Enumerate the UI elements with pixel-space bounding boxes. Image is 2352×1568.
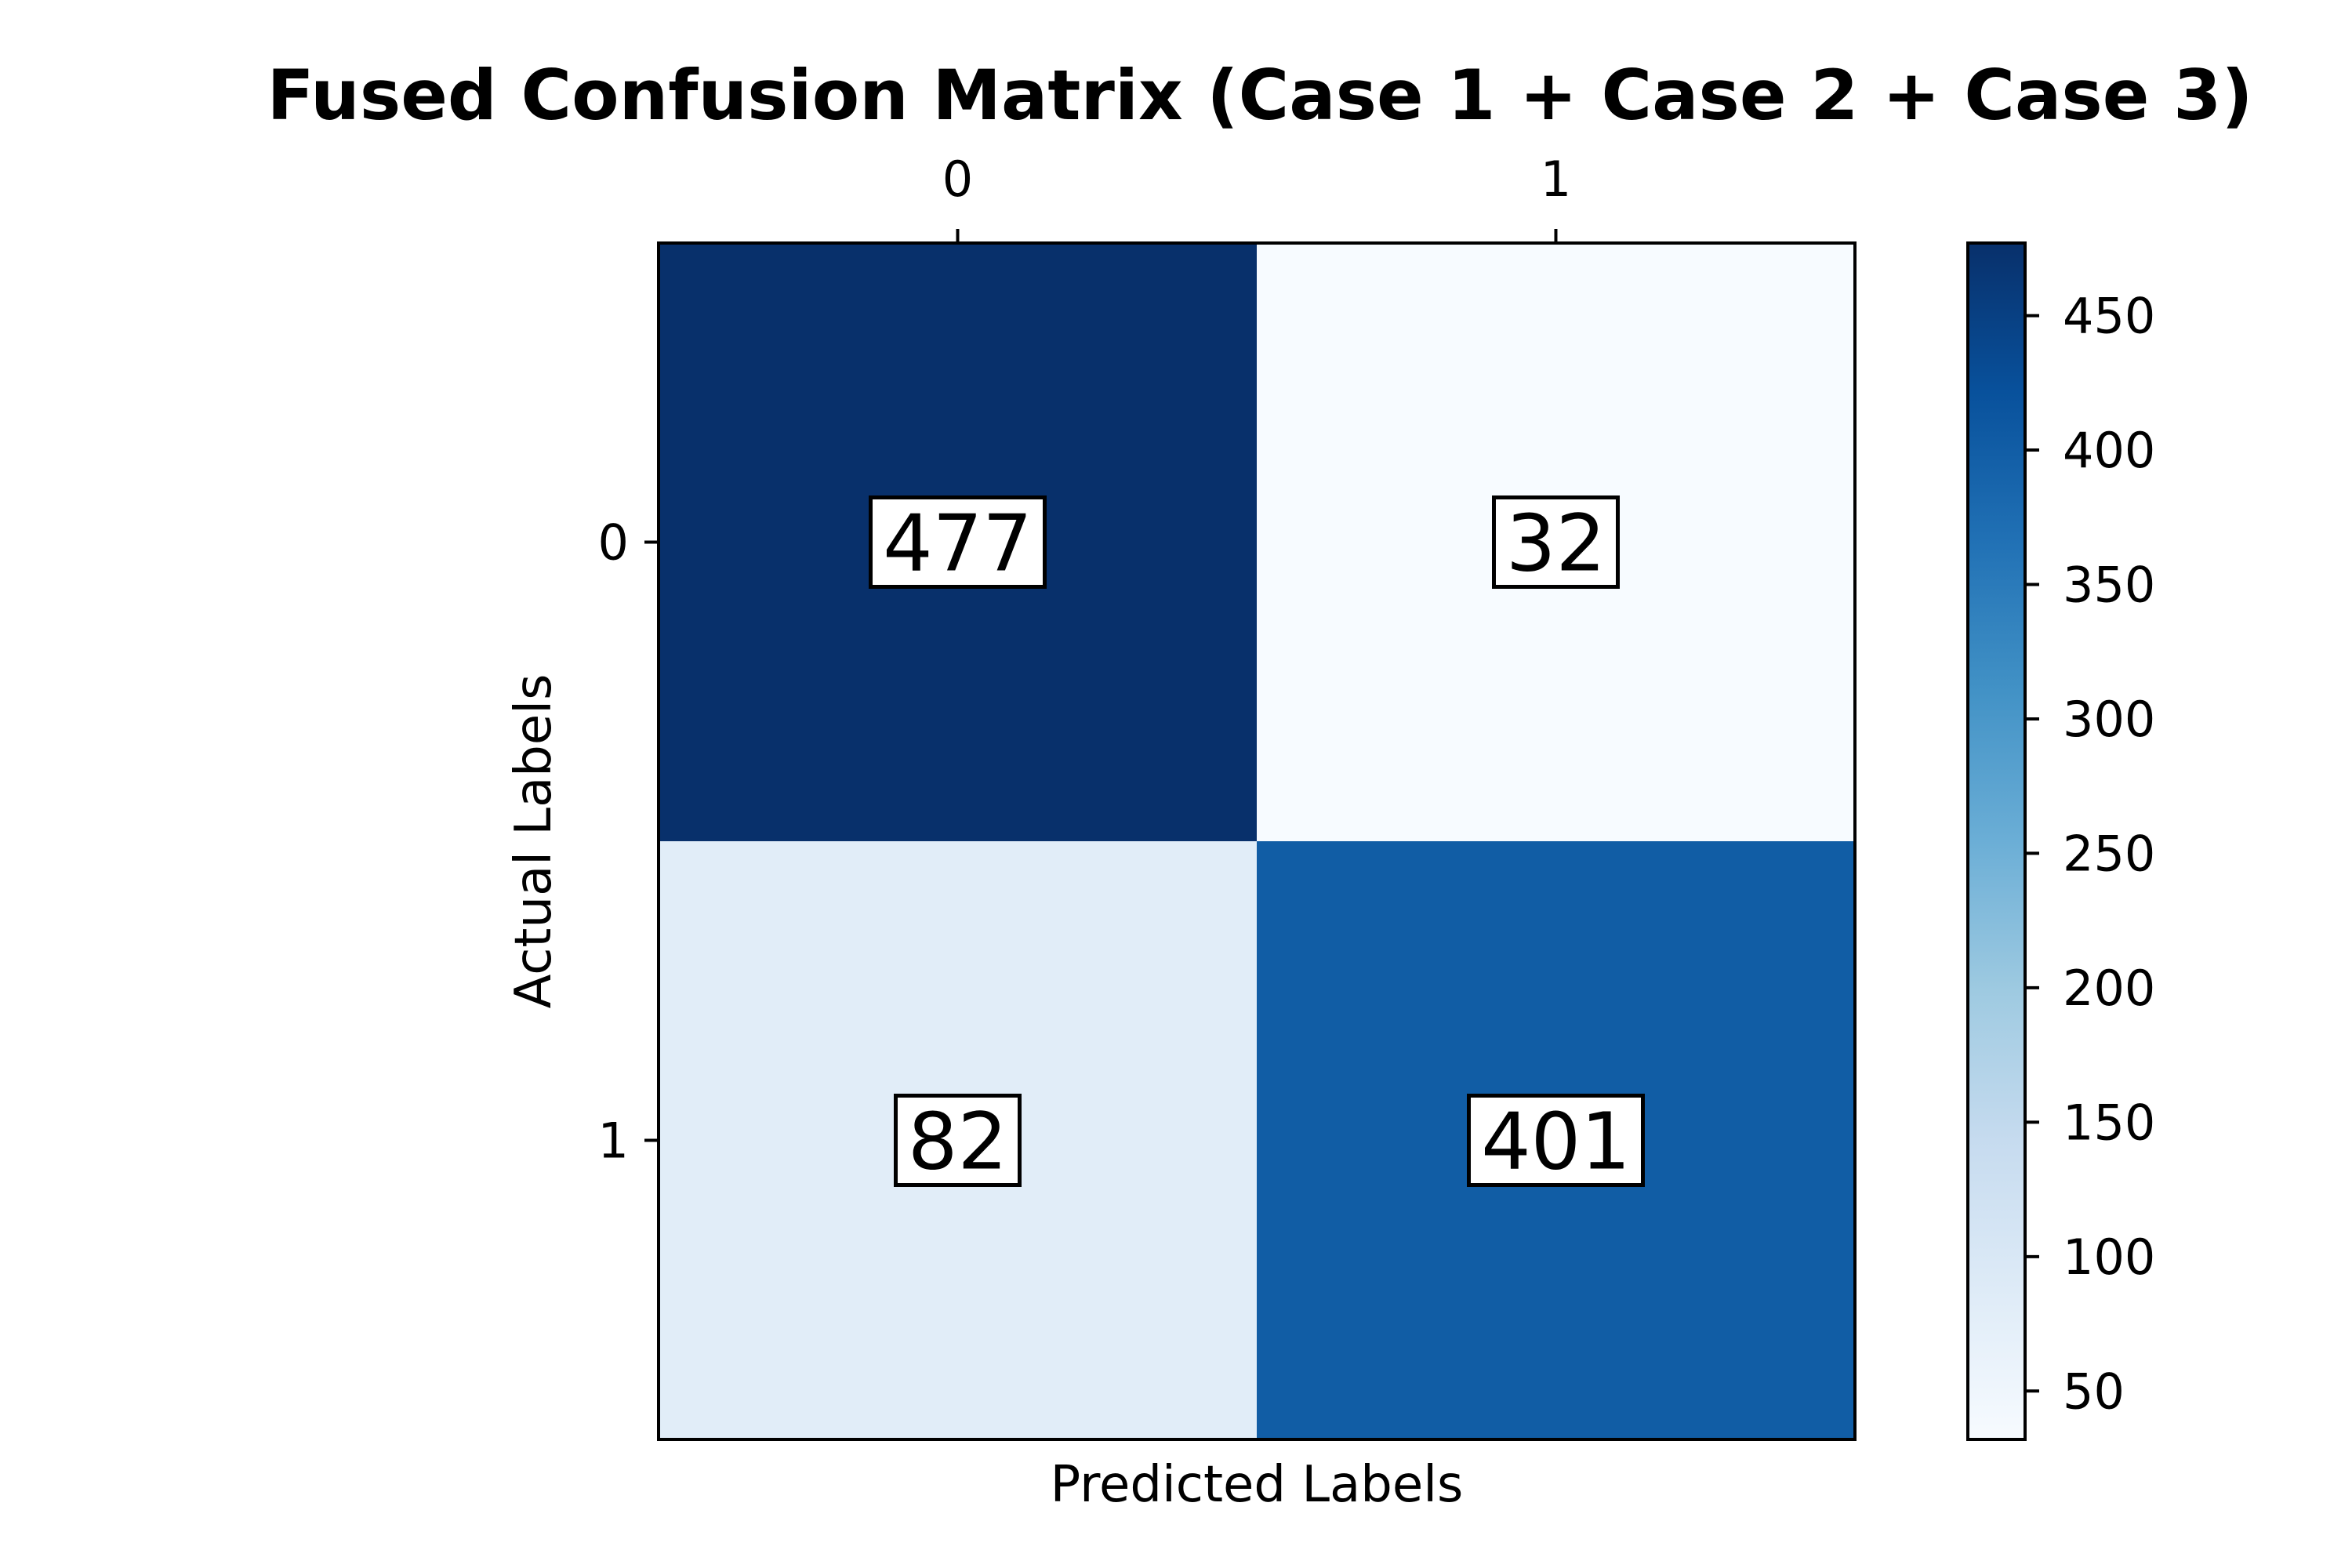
colorbar-tick-label-2: 150 <box>2063 1094 2155 1151</box>
y-axis-ticks: 01 <box>598 514 659 1170</box>
cell-value-0-1: 32 <box>1506 498 1606 590</box>
colorbar-tick-label-4: 250 <box>2063 825 2155 882</box>
cell-label-box-1-1 <box>1467 1094 1645 1187</box>
colorbar-ticks: 50 100 150 200 250 300 350 400 450 <box>2025 288 2155 1420</box>
colorbar-tick-label-3: 200 <box>2063 960 2155 1017</box>
x-tick-label-0: 0 <box>942 151 973 208</box>
chart-title: Fused Confusion Matrix (Case 1 + Case 2 … <box>267 55 2252 136</box>
colorbar-tick-label-6: 350 <box>2063 557 2155 614</box>
cell-value-1-0: 82 <box>908 1096 1007 1188</box>
y-axis-label: Actual Labels <box>505 674 563 1009</box>
colorbar: 50 100 150 200 250 300 350 400 450 <box>1966 241 2155 1441</box>
colorbar-frame <box>1966 241 2027 1441</box>
colorbar-gradient <box>1968 243 2025 1439</box>
cell-label-box-0-0 <box>869 495 1047 589</box>
cell-label-box-0-1 <box>1492 495 1620 589</box>
y-tick-label-1: 1 <box>598 1112 629 1170</box>
heatmap-cells <box>659 243 1856 1440</box>
cell-label-box-1-0 <box>894 1094 1022 1187</box>
x-axis-label: Predicted Labels <box>1051 1456 1464 1514</box>
x-tick-label-1: 1 <box>1541 151 1571 208</box>
colorbar-tick-label-1: 100 <box>2063 1229 2155 1286</box>
colorbar-tick-label-7: 400 <box>2063 422 2155 479</box>
y-tick-label-0: 0 <box>598 514 629 572</box>
cell-value-1-1: 401 <box>1481 1096 1631 1188</box>
cell-value-0-0: 477 <box>883 498 1033 590</box>
colorbar-tick-label-0: 50 <box>2063 1363 2125 1420</box>
colorbar-tick-label-8: 450 <box>2063 288 2155 345</box>
heatmap-frame <box>657 241 1857 1441</box>
colorbar-tick-label-5: 300 <box>2063 691 2155 748</box>
cell-labels: 477 32 82 401 <box>869 495 1645 1188</box>
